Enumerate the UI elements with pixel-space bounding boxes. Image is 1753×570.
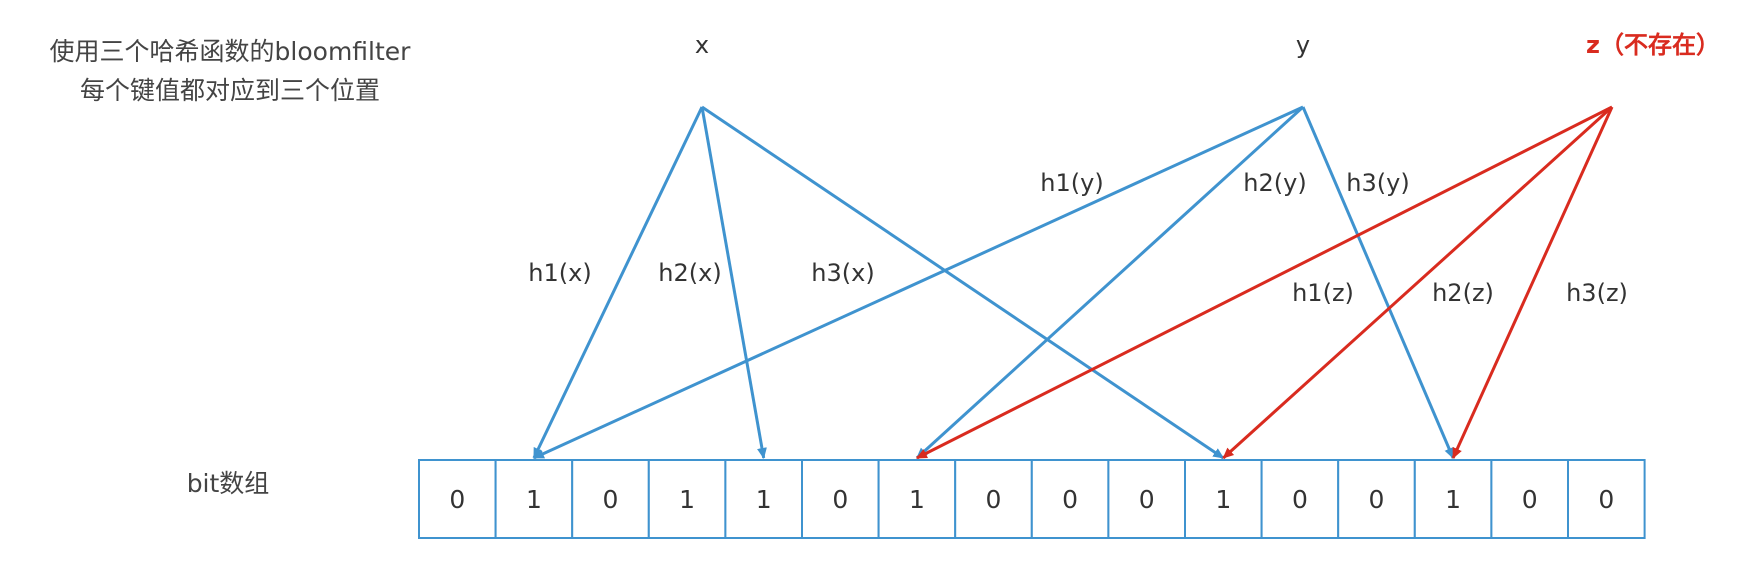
bit-cell-10 bbox=[1184, 459, 1263, 539]
bit-cell-5 bbox=[801, 459, 880, 539]
hash-arrows bbox=[532, 105, 1614, 460]
bit-cell-14 bbox=[1490, 459, 1570, 539]
caption-line2: 每个键值都对应到三个位置 bbox=[80, 76, 380, 105]
bit-cell-1 bbox=[494, 459, 574, 539]
hash-arrow-h3x bbox=[701, 105, 1225, 460]
bit-cell-7 bbox=[954, 459, 1033, 539]
hash-arrow-h1x bbox=[532, 106, 704, 459]
caption-line1: 使用三个哈希函数的bloomfilter bbox=[50, 37, 412, 66]
bit-value-15: 0 bbox=[1598, 485, 1614, 514]
bit-cell-9 bbox=[1107, 459, 1187, 539]
hash-label-h1x: h1(x) bbox=[528, 259, 591, 287]
hash-arrow-h2z bbox=[1222, 105, 1614, 460]
bit-value-8: 0 bbox=[1062, 485, 1078, 514]
hash-arrow-h3z bbox=[1451, 106, 1614, 459]
hash-label-h2x: h2(x) bbox=[658, 259, 721, 287]
bit-value-12: 0 bbox=[1369, 485, 1385, 514]
bit-value-9: 0 bbox=[1139, 485, 1155, 514]
key-label-y: y bbox=[1296, 31, 1310, 59]
bit-value-13: 1 bbox=[1445, 485, 1461, 514]
bit-cell-12 bbox=[1337, 459, 1416, 539]
bit-cell-6 bbox=[877, 459, 957, 539]
bit-cell-4 bbox=[724, 459, 804, 539]
hash-arrow-h3y bbox=[1301, 106, 1455, 459]
hash-label-h3x: h3(x) bbox=[811, 259, 874, 287]
hash-label-h3z: h3(z) bbox=[1566, 279, 1628, 307]
bit-cell-2 bbox=[571, 459, 650, 539]
hash-arrow-h1y bbox=[532, 105, 1304, 460]
bit-value-2: 0 bbox=[603, 485, 619, 514]
bit-value-7: 0 bbox=[986, 485, 1002, 514]
bit-array: 0 1 0 1 1 0 1 0 0 0 1 0 0 1 0 0 bbox=[418, 459, 1646, 539]
hash-arrow-h1z bbox=[916, 105, 1613, 460]
hash-label-h2y: h2(y) bbox=[1243, 169, 1306, 197]
bit-value-14: 0 bbox=[1522, 485, 1538, 514]
bit-array-label: bit数组 bbox=[187, 469, 270, 498]
hash-label-h1z: h1(z) bbox=[1292, 279, 1354, 307]
bit-value-6: 1 bbox=[909, 485, 925, 514]
bit-cell-15 bbox=[1567, 459, 1646, 539]
hash-arrow-h2x bbox=[700, 106, 767, 459]
hash-label-h1y: h1(y) bbox=[1040, 169, 1103, 197]
bit-value-3: 1 bbox=[679, 485, 695, 514]
bit-value-4: 1 bbox=[756, 485, 772, 514]
hash-label-h2z: h2(z) bbox=[1432, 279, 1494, 307]
bit-value-5: 0 bbox=[832, 485, 848, 514]
key-label-x: x bbox=[695, 31, 709, 59]
bit-value-1: 1 bbox=[526, 485, 542, 514]
key-label-z: z（不存在） bbox=[1586, 31, 1720, 59]
bit-value-10: 1 bbox=[1215, 485, 1231, 514]
bit-cell-8 bbox=[1030, 459, 1110, 539]
bit-cell-3 bbox=[647, 459, 727, 539]
bit-value-11: 0 bbox=[1292, 485, 1308, 514]
hash-arrow-h2y bbox=[915, 105, 1305, 460]
hash-label-h3y: h3(y) bbox=[1346, 169, 1409, 197]
bit-value-0: 0 bbox=[449, 485, 465, 514]
